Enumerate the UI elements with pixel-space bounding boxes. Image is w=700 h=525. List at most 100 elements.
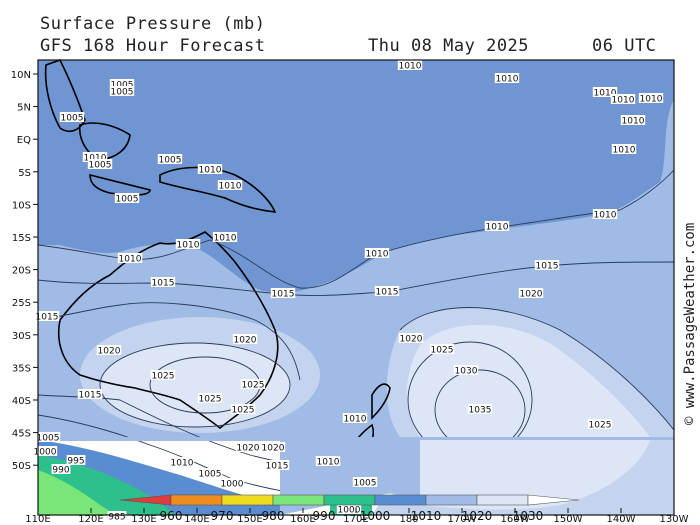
contour-label-bg [592,209,618,219]
contour-label: 1015 [79,391,102,401]
lon-tick-label: 180 [399,514,418,525]
contour-label: 1020 [237,444,260,454]
contour-label: 990 [52,466,69,476]
lon-tick-label: 130W [660,514,689,525]
contour-label-bg [610,94,636,104]
pressure-field [38,60,674,437]
contour-label-bg [352,477,378,487]
lat-tick-label: 5S [18,168,31,179]
contour-label: 1015 [272,290,295,300]
contour-label: 1005 [159,156,182,166]
contour-label-bg [235,442,261,452]
contour-label-bg [82,152,108,162]
lon-tick-label: 160W [501,514,530,525]
contour-label-bg [592,87,618,97]
contour-label-bg [453,365,479,375]
contour-label: 1015 [376,288,399,298]
contour-label-bg [197,468,223,478]
contour-label-bg [467,404,493,414]
contour-label: 1010 [612,96,635,106]
legend-swatch [272,494,325,506]
contour-label-bg [197,393,223,403]
contour-label-bg [315,456,341,466]
contour-label: 1020 [400,335,423,345]
lon-tick-label: 150E [237,514,262,525]
contour-label: 1010 [214,234,237,244]
contour-label: 995 [67,457,84,467]
contour-label-bg [374,286,400,296]
contour-label-bg [398,333,424,343]
contour-label-bg [534,260,560,270]
lat-tick-label: 20S [12,266,31,277]
contour-label-bg [397,60,423,70]
contour-label: 1010 [219,182,242,192]
contour-label: 1020 [234,336,257,346]
contour-label-bg [264,460,290,470]
contour-label-bg [494,73,520,83]
lon-tick-label: 130E [131,514,156,525]
lat-tick-label: 30S [12,331,31,342]
legend-value: 1030 [513,509,544,523]
contour-label-bg [96,345,122,355]
contour-label-bg [342,413,368,423]
legend-value: 1010 [411,509,442,523]
contour-label-bg [34,311,60,321]
contour-label: 1010 [622,117,645,127]
contour-label-bg [212,232,238,242]
contour-label: 1025 [589,421,612,431]
lat-tick-label: 10S [12,200,31,211]
contour-label-bg [230,404,256,414]
contour-label: 1010 [594,89,617,99]
legend-swatch [323,494,376,506]
legend-value: 1000 [360,509,391,523]
contour-label-bg [429,344,455,354]
lon-tick-label: 110E [25,514,50,525]
contour-label: 1010 [119,255,142,265]
contour-label-bg [232,334,258,344]
contour-label-bg [35,432,61,442]
contour-label: 1010 [177,241,200,251]
contour-label: 1010 [366,250,389,260]
contour-label: 1000 [221,480,244,490]
contour-label-bg [66,455,86,465]
contour-label-bg [587,419,613,429]
contour-label-bg [87,159,113,169]
lon-tick-label: 160E [290,514,315,525]
lat-tick-label: 40S [12,396,31,407]
lon-tick-label: 140E [184,514,209,525]
contour-label: 1005 [354,479,377,489]
contour-label-bg [518,288,544,298]
contour-label: 1025 [232,406,255,416]
contour-label: 1025 [431,346,454,356]
longitude-axis: 110E 120E 130E 140E 150E 160E 170E 180 170W 160W 1… [25,508,689,525]
contour-label: 1020 [520,290,543,300]
contour-label: 1030 [455,367,478,377]
contour-label-bg [59,112,85,122]
contour-label: 1020 [98,347,121,357]
contour-label: 1025 [199,395,222,405]
lat-tick-label: EQ [17,135,31,146]
contour-label-bg [638,93,664,103]
legend-swatch [374,494,427,506]
forecast-time: 06 UTC [592,36,657,56]
pressure-legend: 960 970 980 990 1000 1010 1020 1030 [119,494,580,523]
contour-label: 1010 [317,458,340,468]
contour-label-bg [197,164,223,174]
legend-swatch [425,494,478,506]
contour-label: 1010 [594,211,617,221]
lat-tick-label: 50S [12,461,31,472]
contour-label-bg [77,389,103,399]
forecast-date: Thu 08 May 2025 [368,36,530,56]
contour-label-bg [150,277,176,287]
lon-tick-label: 120E [78,514,103,525]
contour-label-bg [484,221,510,231]
contour-label: 1000 [338,506,361,516]
contour-label-bg [157,154,183,164]
contour-label: 1010 [199,166,222,176]
contour-label: 1005 [61,114,84,124]
legend-swatch [170,494,223,506]
lon-tick-label: 150W [554,514,583,525]
contour-label-bg [109,79,135,89]
lat-tick-label: 5N [17,103,31,114]
